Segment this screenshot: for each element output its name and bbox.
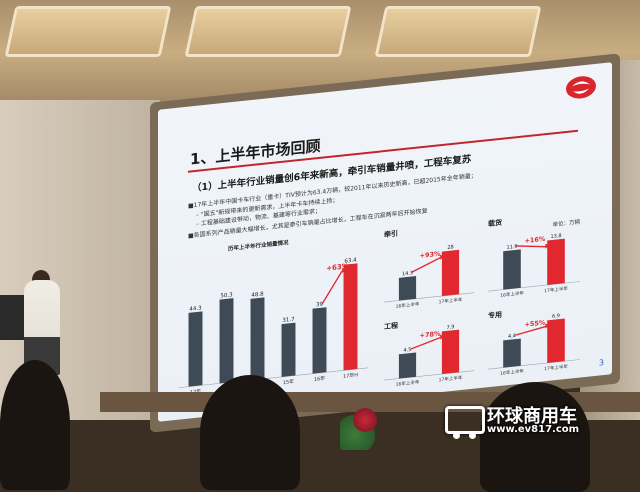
truck-icon: [445, 406, 485, 439]
bar: [441, 329, 460, 375]
growth-label: +78%: [420, 330, 441, 340]
ceiling-light-panel: [4, 6, 172, 57]
watermark-url: www.ev817.com: [487, 424, 580, 435]
growth-arrowhead: [440, 334, 445, 340]
data-label: 48.8: [251, 291, 264, 298]
tractor-bar-chart: 14.3 16年上半年 28 17年上半年 +93%: [384, 244, 474, 310]
tick-label: 17年H: [343, 371, 358, 380]
growth-arrowhead: [545, 243, 550, 249]
watermark-brand: 环球商用车: [487, 406, 577, 427]
company-logo-icon: [566, 76, 596, 99]
tick-label: 17年上半年: [544, 285, 568, 295]
growth-arrow: [410, 336, 441, 350]
bar: [188, 311, 203, 387]
growth-label: +16%: [524, 235, 545, 245]
tick-label: 17年上半年: [544, 363, 568, 373]
data-label: 6.9: [552, 313, 560, 320]
bar: [441, 249, 460, 297]
data-label: 7.9: [447, 324, 455, 331]
tick-label: 17年上半年: [439, 296, 463, 306]
bar: [250, 297, 265, 381]
tick-label: 16年上半年: [500, 367, 524, 377]
ceiling-light-panel: [374, 6, 542, 57]
data-label: 50.3: [220, 292, 233, 299]
growth-label: +93%: [420, 250, 441, 260]
watermark: 环球商用车 www.ev817.com: [445, 402, 630, 439]
tick-label: 17年上半年: [439, 374, 463, 384]
growth-arrowhead: [342, 267, 347, 273]
bar: [343, 263, 358, 371]
page-number: 3: [598, 357, 604, 368]
tick-label: 16年上半年: [396, 300, 420, 310]
tick-label: 16年: [314, 375, 325, 383]
presenter: [24, 280, 60, 375]
audience-head: [480, 382, 590, 492]
bar: [219, 298, 234, 384]
data-label: 63.4: [344, 257, 357, 264]
data-label: 44.3: [189, 305, 202, 312]
data-label: 4.4: [508, 333, 516, 340]
data-label: 31.7: [282, 317, 295, 324]
audience-head: [200, 375, 300, 490]
bar: [281, 322, 296, 377]
bar: [547, 238, 565, 285]
flower-arrangement: [340, 400, 390, 450]
bar: [547, 318, 565, 363]
bar: [503, 249, 521, 290]
data-label: 13.8: [550, 233, 561, 240]
growth-label: +63%: [326, 261, 349, 272]
growth-arrow: [515, 245, 546, 248]
tick-label: 16年上半年: [500, 289, 524, 299]
growth-arrow: [321, 270, 343, 304]
data-label: 39: [316, 302, 323, 309]
data-label: 4.5: [404, 347, 412, 354]
data-label: 14.3: [402, 270, 413, 277]
bar: [503, 338, 521, 368]
bar: [312, 307, 327, 374]
projected-slide: 1、上半年市场回顾 （1）上半年行业销量创6年来新高，牵引车销量井喷，工程车复苏…: [158, 62, 612, 422]
audience-head: [0, 360, 70, 490]
special-bar-chart: 4.4 16年上半年 6.9 17年上半年 +55%: [488, 313, 580, 377]
tick-label: 15年: [283, 378, 294, 386]
x-axis-line: [178, 367, 368, 389]
growth-arrowhead: [440, 254, 445, 260]
data-label: 28: [447, 244, 453, 251]
growth-arrow: [515, 325, 546, 336]
tick-label: 16年上半年: [396, 378, 420, 388]
bar: [398, 276, 417, 301]
ceiling-light-panel: [184, 6, 352, 57]
bar: [398, 352, 417, 379]
data-label: 11.9: [506, 244, 517, 251]
engineering-bar-chart: 4.5 16年上半年 7.9 17年上半年 +78%: [384, 324, 474, 388]
tick-label: 12年: [190, 388, 201, 396]
main-bar-chart: 44.312年50.313年48.814年31.715年3916年63.417年…: [178, 257, 368, 396]
growth-label: +55%: [524, 319, 545, 329]
cargo-bar-chart: 11.9 16年上半年 13.8 17年上半年 +16%: [488, 233, 580, 299]
growth-arrow: [410, 257, 441, 274]
growth-arrowhead: [545, 323, 550, 329]
